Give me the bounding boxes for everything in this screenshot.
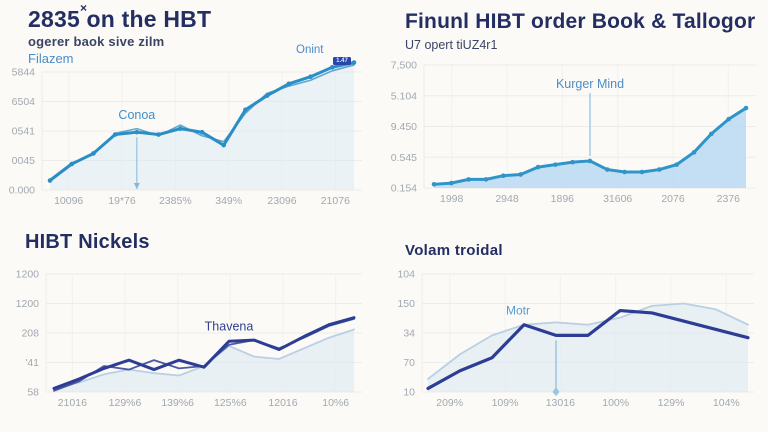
svg-text:150: 150 [397, 298, 415, 310]
svg-text:7,500: 7,500 [391, 60, 417, 72]
svg-text:209%: 209% [436, 397, 463, 409]
svg-text:58: 58 [27, 387, 39, 399]
svg-text:19*76: 19*76 [108, 195, 136, 207]
panel-title: Volam troidal [405, 242, 503, 259]
svg-text:70: 70 [403, 357, 415, 369]
svg-text:2385%: 2385% [159, 195, 192, 207]
series-end-label: Onint [296, 44, 324, 56]
panel-subtitle: U7 opert tiUZ4r1 [405, 38, 498, 52]
panel-hibt-nickels: HIBT Nickels 21016 129%6 139%6 125%6 12016 10… [0, 216, 384, 432]
svg-text:5844: 5844 [12, 67, 36, 79]
svg-text:109%: 109% [492, 397, 519, 409]
svg-text:Conoa: Conoa [118, 108, 155, 122]
svg-text:9.450: 9.450 [391, 121, 417, 133]
panel-order-book: Finunl HIBT order Book & Tallogor U7 ope… [384, 0, 768, 216]
svg-text:104%: 104% [713, 397, 740, 409]
svg-text:Motr: Motr [506, 304, 530, 318]
svg-text:23096: 23096 [267, 195, 296, 207]
svg-text:'41: '41 [25, 357, 39, 369]
svg-text:5.104: 5.104 [391, 90, 417, 102]
panel-volume: Volam troidal 209% 109% 13016 100% 129% 104% 1… [384, 216, 768, 432]
svg-text:10: 10 [403, 387, 415, 399]
svg-text:1998: 1998 [440, 193, 464, 205]
svg-text:2948: 2948 [495, 193, 519, 205]
svg-text:1200: 1200 [16, 269, 40, 281]
order-book-area-chart: 1998 2948 1896 31606 2076 2376 7,500 5.104 9.450… [391, 60, 756, 205]
svg-text:129%6: 129%6 [109, 397, 142, 409]
svg-text:1896: 1896 [551, 193, 575, 205]
svg-text:0.545: 0.545 [391, 152, 417, 164]
svg-text:13016: 13016 [546, 397, 575, 409]
panel-title: Finunl HIBT order Book & Tallogor [405, 10, 756, 33]
svg-text:349%: 349% [215, 195, 242, 207]
svg-text:0541: 0541 [12, 126, 36, 138]
svg-text:104: 104 [397, 269, 415, 281]
svg-text:10096: 10096 [54, 195, 83, 207]
svg-text:10%6: 10%6 [322, 397, 349, 409]
panel-title: HIBT Nickels [25, 231, 150, 253]
page-title: 2835 on the HBT [28, 6, 212, 32]
hbt-price-line-chart: 10096 19*76 2385% 349% 23096 21076 5844 6504 054… [9, 60, 362, 207]
panel-subtitle: ogerer baok sive zilm [28, 34, 165, 49]
title-superscript-x: × [80, 1, 88, 15]
svg-text:21076: 21076 [321, 195, 350, 207]
svg-text:0.000: 0.000 [9, 185, 35, 197]
svg-text:129%: 129% [658, 397, 685, 409]
svg-text:208: 208 [21, 328, 39, 340]
svg-text:0045: 0045 [12, 155, 36, 167]
svg-text:2376: 2376 [717, 193, 741, 205]
svg-text:21016: 21016 [58, 397, 87, 409]
svg-text:31606: 31606 [603, 193, 632, 205]
filazem-link[interactable]: Filazem [28, 51, 74, 66]
svg-text:1200: 1200 [16, 298, 40, 310]
svg-text:100%: 100% [602, 397, 629, 409]
svg-text:139%6: 139%6 [161, 397, 194, 409]
svg-text:2076: 2076 [661, 193, 685, 205]
svg-text:12016: 12016 [268, 397, 297, 409]
svg-text:6504: 6504 [12, 96, 36, 108]
svg-text:Kurger Mind: Kurger Mind [556, 77, 624, 91]
svg-text:125%6: 125%6 [214, 397, 247, 409]
volume-line-chart: 209% 109% 13016 100% 129% 104% 104 150 34 70 10 Mot… [397, 269, 754, 409]
nickels-line-chart: 21016 129%6 139%6 125%6 12016 10%6 1200 1200 208… [16, 269, 362, 409]
panel-hbt-price: 2835 on the HBT × ogerer baok sive zilm … [0, 0, 384, 216]
svg-text:Thavena: Thavena [205, 319, 254, 333]
svg-text:34: 34 [403, 328, 415, 340]
svg-text:0.154: 0.154 [391, 183, 417, 195]
series-end-value-badge: 1.47 [333, 57, 351, 65]
